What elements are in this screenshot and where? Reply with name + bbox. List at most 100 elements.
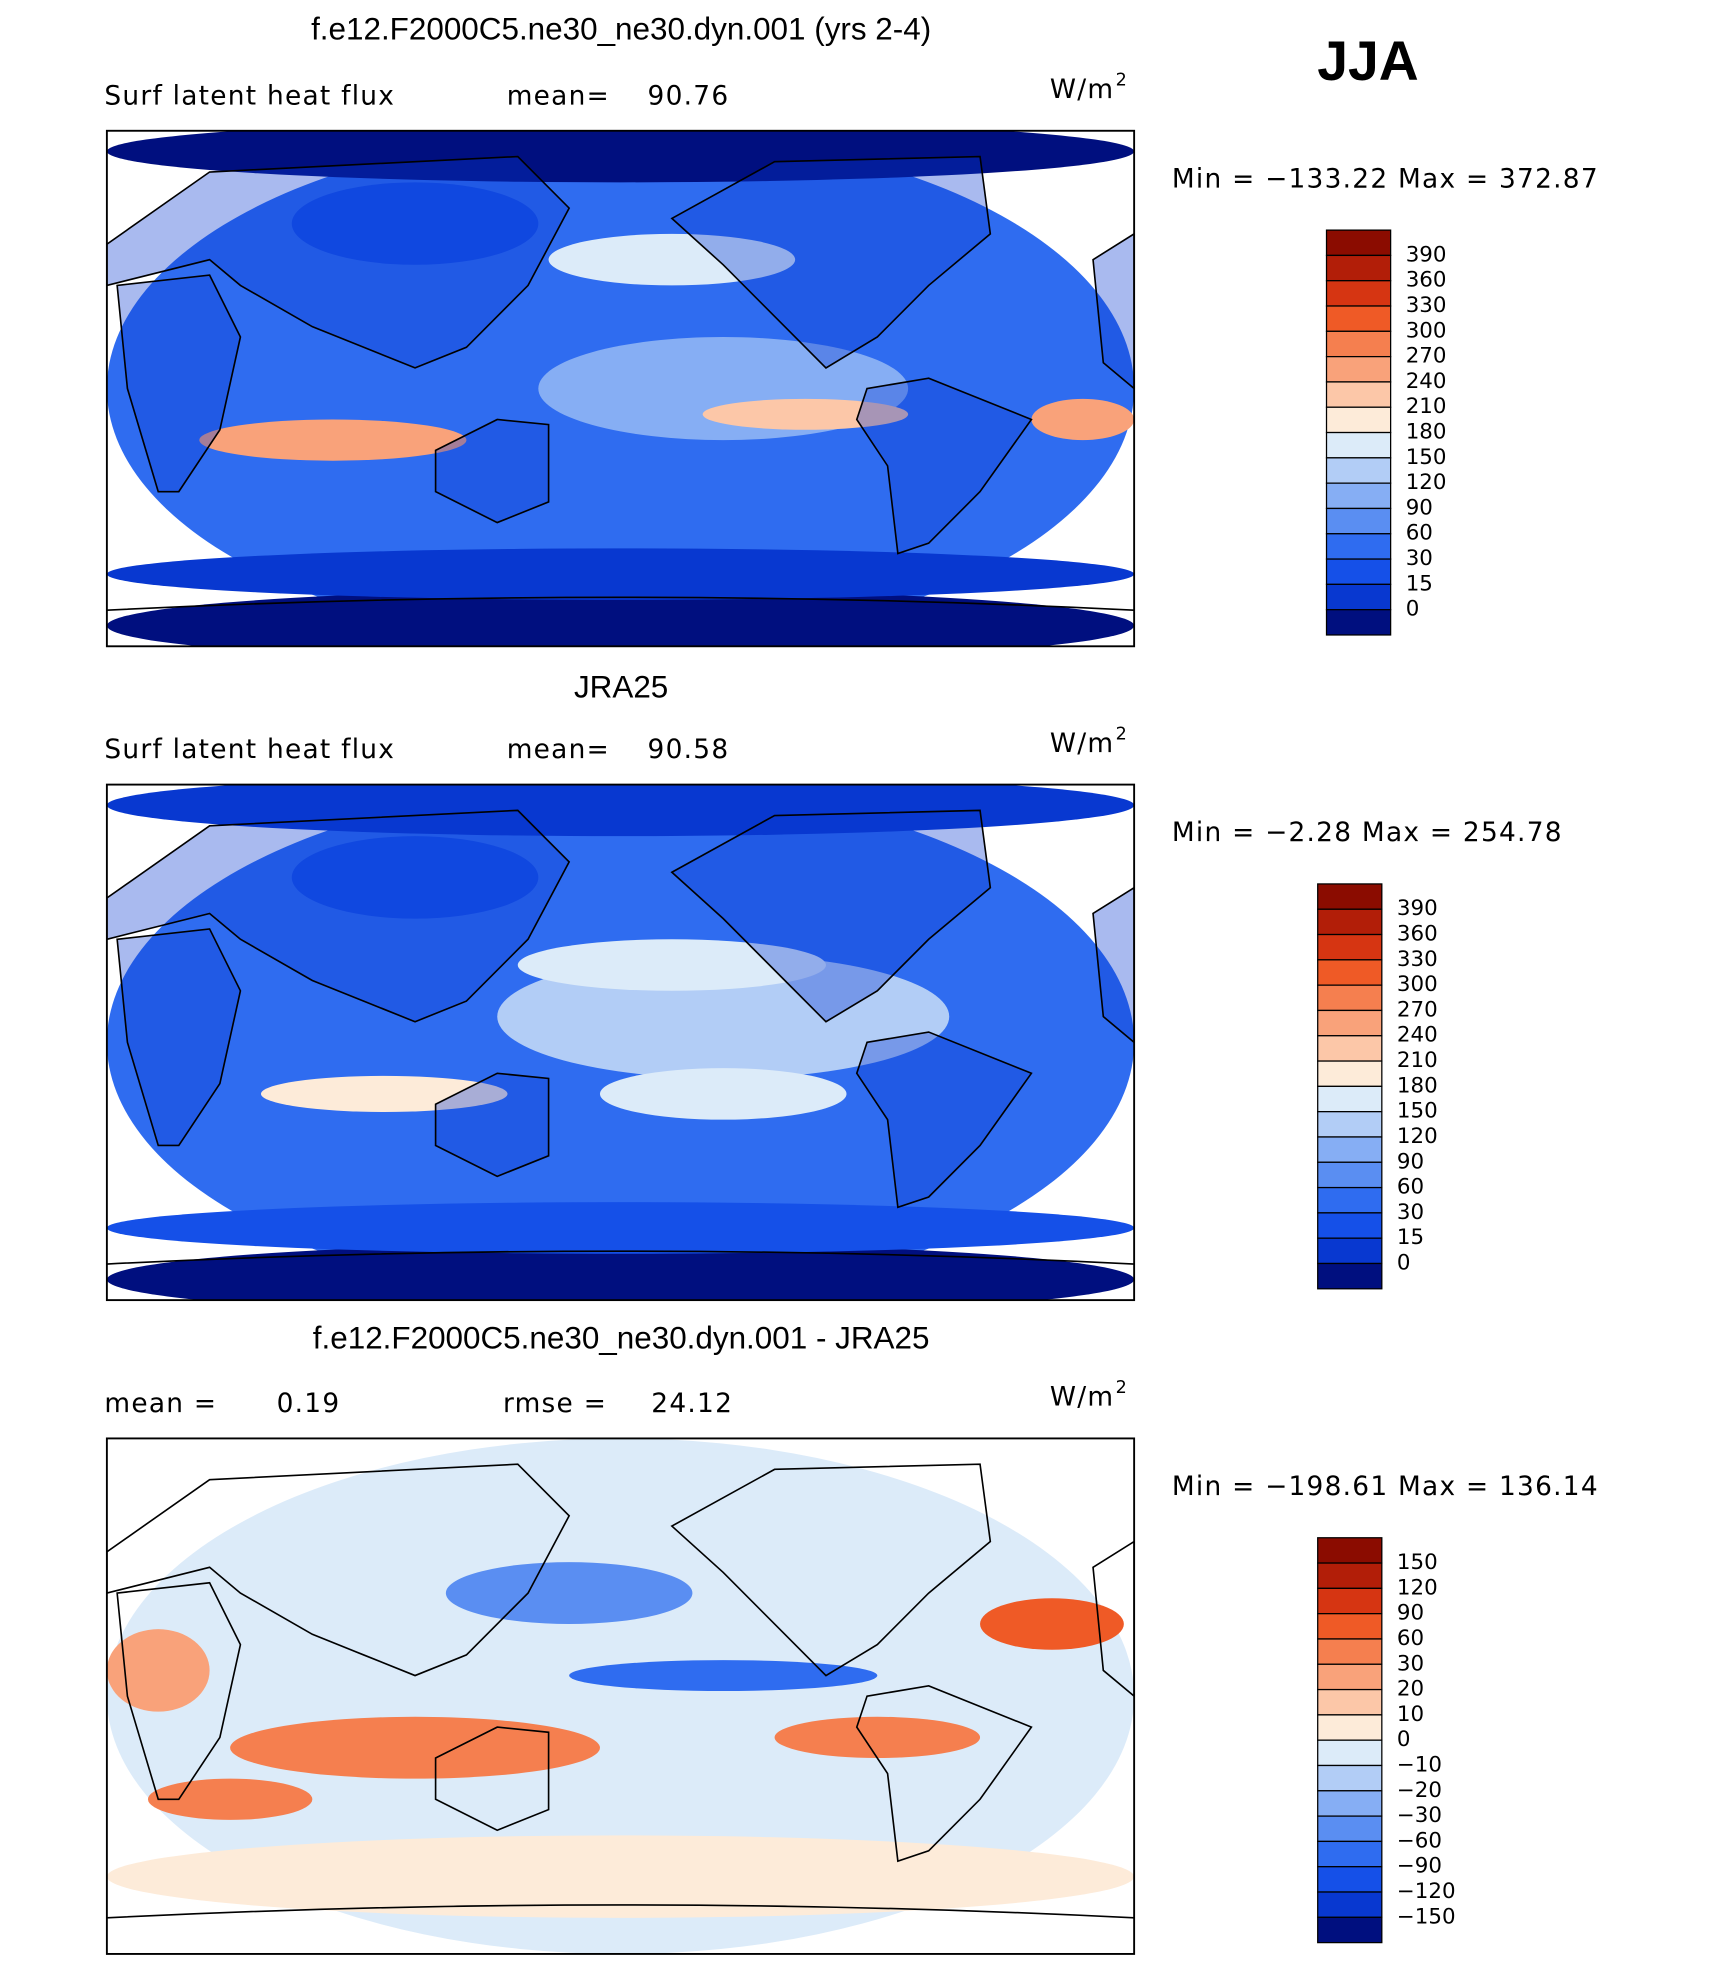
colorbar-label: 330 — [1397, 947, 1438, 972]
colorbar-box — [1325, 533, 1392, 560]
coastline — [106, 596, 1135, 612]
coastline — [434, 1072, 550, 1178]
colorbar-label: 60 — [1406, 521, 1433, 546]
colorbar-box — [1325, 482, 1392, 510]
colorbar-box — [1317, 1537, 1383, 1564]
colorbar-label: 180 — [1397, 1073, 1438, 1098]
colorbar-box — [1317, 1161, 1383, 1189]
colorbar-box — [1325, 457, 1392, 484]
coastline — [670, 1463, 992, 1677]
colorbar-box — [1325, 330, 1392, 358]
contour-region — [445, 1562, 693, 1625]
variable-name: Surf latent heat flux — [104, 734, 395, 765]
min-max: Min = −2.28 Max = 254.78 — [1172, 817, 1563, 848]
colorbar-box — [1317, 1562, 1383, 1589]
colorbar-box — [1317, 1866, 1383, 1893]
colorbar-label: 15 — [1397, 1225, 1424, 1250]
coastline — [855, 1685, 1033, 1863]
colorbar-label: 180 — [1406, 420, 1447, 445]
colorbar-box — [1317, 1111, 1383, 1138]
colorbar-box — [1317, 959, 1383, 986]
season-label: JJA — [1317, 30, 1418, 92]
colorbar-box — [1317, 1891, 1383, 1918]
colorbar-label: 0 — [1406, 597, 1420, 622]
colorbar-box — [1317, 1688, 1383, 1716]
colorbar-label: −30 — [1397, 1803, 1442, 1828]
coastline — [116, 928, 242, 1147]
stat-value: 24.12 — [651, 1388, 733, 1419]
colorbar-box — [1317, 908, 1383, 936]
coastline — [106, 1904, 1135, 1919]
min-max: Min = −133.22 Max = 372.87 — [1172, 163, 1599, 194]
stat-label: rmse = — [503, 1388, 607, 1419]
colorbar-label: 0 — [1397, 1727, 1411, 1752]
map — [105, 1437, 1136, 1955]
colorbar-box — [1325, 381, 1392, 408]
panel-title: f.e12.F2000C5.ne30_ne30.dyn.001 (yrs 2-4… — [311, 12, 931, 47]
stat-label: mean = — [104, 1388, 217, 1419]
stat-label: mean= — [507, 734, 610, 765]
map — [105, 129, 1136, 648]
colorbar-box — [1317, 933, 1383, 961]
units-exponent: 2 — [1116, 724, 1128, 744]
contour-region — [599, 1068, 847, 1120]
colorbar-label: 90 — [1406, 495, 1433, 520]
colorbar-box — [1317, 1739, 1383, 1767]
contour-region — [107, 784, 1134, 837]
stat-value: 90.58 — [648, 734, 730, 765]
colorbar-label: −20 — [1397, 1778, 1442, 1803]
colorbar-label: 120 — [1397, 1575, 1438, 1600]
colorbar-box — [1325, 558, 1392, 585]
colorbar-label: −90 — [1397, 1854, 1442, 1879]
colorbar-box — [1325, 431, 1392, 459]
colorbar-label: 60 — [1397, 1175, 1424, 1200]
contour-region — [774, 1716, 981, 1759]
colorbar-label: 240 — [1406, 369, 1447, 394]
coastline — [855, 377, 1033, 555]
colorbar-label: −120 — [1397, 1879, 1456, 1904]
map-frame — [105, 783, 1136, 1302]
contour-region — [147, 1778, 313, 1820]
map-field — [106, 130, 1135, 647]
colorbar-box — [1317, 1613, 1383, 1640]
colorbar-box — [1325, 254, 1392, 282]
colorbar-box — [1317, 1663, 1383, 1691]
colorbar-label: 390 — [1406, 242, 1447, 267]
colorbar-box — [1325, 507, 1392, 535]
stat-label: mean= — [507, 80, 610, 111]
colorbar-box — [1317, 1638, 1383, 1665]
coastline — [106, 1250, 1135, 1265]
colorbar-box — [1317, 1060, 1383, 1087]
colorbar-label: 210 — [1397, 1048, 1438, 1073]
contour-region — [107, 130, 1134, 183]
colorbar-label: 90 — [1397, 1601, 1424, 1626]
colorbar-box — [1317, 984, 1383, 1012]
map-frame — [105, 129, 1136, 648]
colorbar-box — [1317, 1186, 1383, 1214]
colorbar-label: 300 — [1406, 318, 1447, 343]
colorbar-box — [1317, 1262, 1383, 1290]
panel-title: f.e12.F2000C5.ne30_ne30.dyn.001 - JRA25 — [313, 1321, 930, 1356]
colorbar-box — [1317, 1587, 1383, 1615]
coastline — [116, 274, 242, 493]
colorbar-label: 0 — [1397, 1250, 1411, 1275]
colorbar-label: 270 — [1406, 344, 1447, 369]
colorbar-box — [1317, 1212, 1383, 1239]
colorbar-label: 240 — [1397, 1023, 1438, 1048]
coastline — [1092, 886, 1135, 1044]
colorbar-label: 20 — [1397, 1677, 1424, 1702]
colorbar-label: −10 — [1397, 1752, 1442, 1777]
min-max: Min = −198.61 Max = 136.14 — [1172, 1471, 1599, 1502]
coastline — [106, 1463, 571, 1677]
stat-value: 0.19 — [277, 1388, 341, 1419]
contour-region — [548, 233, 796, 286]
colorbar-box — [1317, 1764, 1383, 1792]
colorbar-label: 330 — [1406, 293, 1447, 318]
units: W/m — [1050, 74, 1114, 105]
coastline — [434, 418, 550, 524]
colorbar-box — [1317, 1035, 1383, 1062]
contour-region — [517, 939, 826, 991]
coastline — [1092, 1540, 1135, 1698]
stat-value: 90.76 — [648, 80, 730, 111]
